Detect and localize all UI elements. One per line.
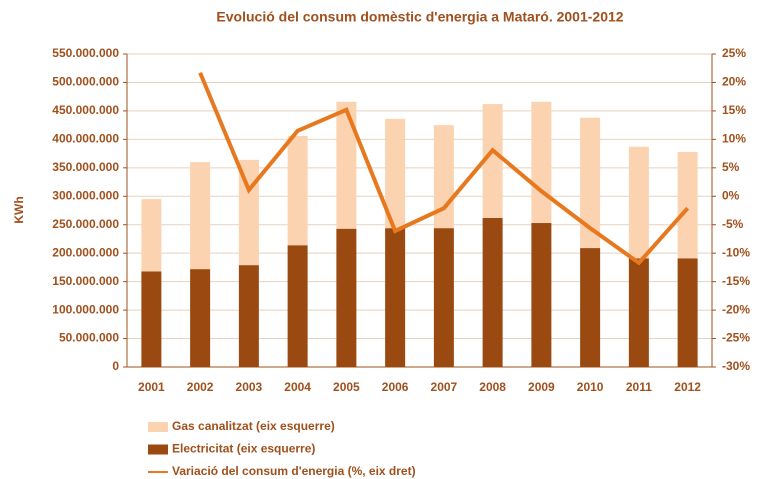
bar	[433, 228, 454, 367]
bar	[190, 162, 211, 270]
legend-label: Variació del consum d'energia (%, eix dr…	[172, 464, 416, 478]
bar	[385, 228, 406, 367]
y2-tick-label: -5%	[722, 217, 744, 231]
x-tick-label: 2006	[382, 380, 409, 394]
y-tick-label: 400.000.000	[52, 132, 119, 146]
bar	[677, 258, 698, 367]
bar	[482, 217, 503, 367]
x-tick-label: 2012	[674, 380, 701, 394]
y-tick-label: 200.000.000	[52, 245, 119, 259]
x-tick-label: 2002	[187, 380, 214, 394]
x-tick-label: 2003	[236, 380, 263, 394]
y-tick-label: 100.000.000	[52, 302, 119, 316]
x-tick-label: 2008	[479, 380, 506, 394]
y-tick-label: 450.000.000	[52, 103, 119, 117]
legend-swatch	[148, 444, 168, 455]
bar	[190, 269, 211, 367]
y-tick-label: 150.000.000	[52, 274, 119, 288]
x-tick-label: 2001	[138, 380, 165, 394]
bar	[385, 118, 406, 229]
x-tick-label: 2009	[528, 380, 555, 394]
y-tick-label: 300.000.000	[52, 188, 119, 202]
x-tick-label: 2010	[577, 380, 604, 394]
bar	[287, 135, 308, 246]
y2-tick-label: 15%	[722, 103, 746, 117]
y2-tick-label: 5%	[722, 160, 740, 174]
y-axis-label: KWh	[12, 196, 26, 223]
y2-tick-label: -20%	[722, 302, 750, 316]
line	[198, 72, 690, 266]
y-tick-label: 350.000.000	[52, 160, 119, 174]
y-tick-label: 550.000.000	[52, 46, 119, 60]
y2-tick-label: -15%	[722, 274, 750, 288]
bar	[531, 223, 552, 367]
y-tick-label: 250.000.000	[52, 217, 119, 231]
bar	[482, 104, 503, 218]
y2-tick-label: -10%	[722, 245, 750, 259]
bar	[628, 258, 649, 367]
legend-label: Gas canalitzat (eix esquerre)	[172, 419, 335, 433]
bar	[531, 101, 552, 224]
legend-label: Electricitat (eix esquerre)	[172, 442, 315, 456]
y2-tick-label: 10%	[722, 132, 746, 146]
bar	[336, 101, 357, 229]
x-tick-label: 2004	[284, 380, 311, 394]
bar	[141, 271, 162, 367]
chart-title: Evolució del consum domèstic d'energia a…	[216, 9, 623, 25]
bar	[580, 248, 601, 367]
y2-tick-label: -30%	[722, 359, 750, 373]
x-tick-label: 2007	[431, 380, 458, 394]
legend-swatch	[148, 422, 168, 432]
y2-tick-label: -25%	[722, 331, 750, 345]
y-tick-label: 0	[112, 359, 119, 373]
x-tick-label: 2005	[333, 380, 360, 394]
bar	[141, 199, 162, 272]
bar	[580, 117, 601, 249]
bar	[628, 146, 649, 259]
y2-tick-label: 0%	[722, 188, 740, 202]
y-tick-label: 50.000.000	[59, 331, 119, 345]
y2-tick-label: 25%	[722, 46, 746, 60]
bar	[677, 151, 698, 259]
x-tick-label: 2011	[626, 380, 652, 394]
bar	[287, 245, 308, 367]
bar	[238, 265, 259, 367]
y2-tick-label: 20%	[722, 75, 746, 89]
bar	[336, 228, 357, 367]
y-tick-label: 500.000.000	[52, 75, 119, 89]
